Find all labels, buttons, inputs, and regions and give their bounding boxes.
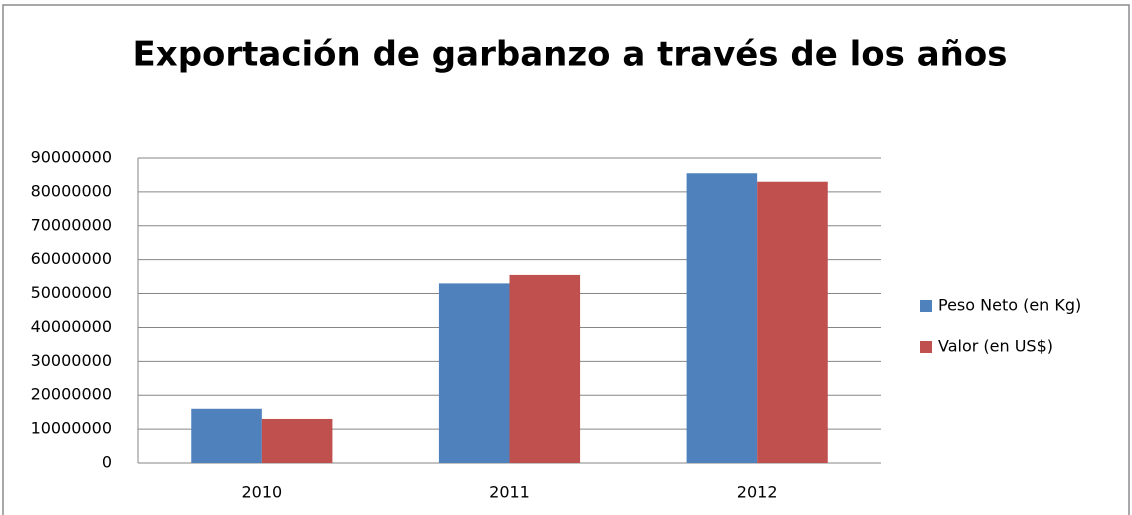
x-tick-label: 2012: [737, 483, 778, 502]
x-tick-label: 2010: [241, 483, 282, 502]
y-tick-label: 0: [102, 453, 112, 472]
bar: [757, 181, 828, 463]
y-tick-label: 20000000: [31, 385, 112, 404]
y-tick-label: 60000000: [31, 249, 112, 268]
bar: [438, 283, 510, 463]
y-tick-label: 70000000: [31, 215, 112, 234]
bar: [191, 408, 262, 463]
y-tick-label: 30000000: [31, 351, 112, 370]
x-tick-label: 2011: [489, 483, 530, 502]
y-tick-label: 10000000: [31, 419, 112, 438]
legend-swatch: [920, 341, 932, 353]
legend-swatch: [920, 300, 932, 312]
y-tick-label: 80000000: [31, 181, 112, 200]
legend-label: Valor (en US$): [938, 337, 1053, 356]
y-tick-label: 40000000: [31, 317, 112, 336]
chart-title: Exportación de garbanzo a través de los …: [133, 35, 1008, 75]
y-tick-label: 50000000: [31, 283, 112, 302]
y-tick-label: 90000000: [31, 148, 112, 167]
bar: [509, 274, 581, 463]
bar: [686, 173, 758, 463]
bar: [261, 418, 333, 463]
legend-label: Peso Neto (en Kg): [938, 296, 1081, 315]
